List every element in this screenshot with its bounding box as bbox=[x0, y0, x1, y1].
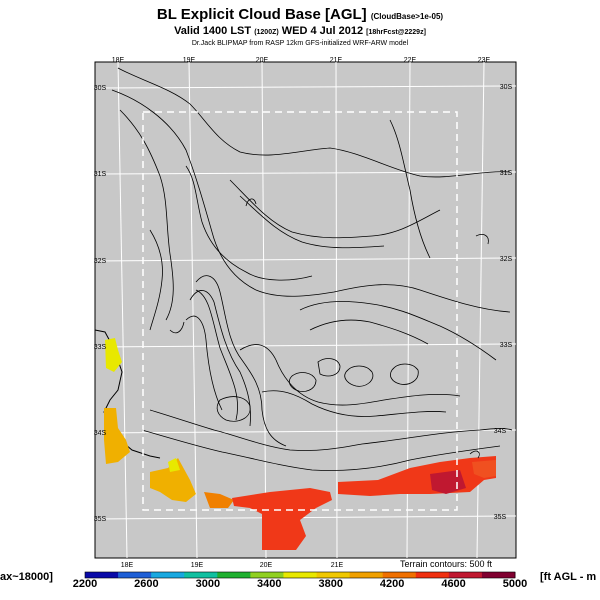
colorbar-tick-label: 5000 bbox=[502, 578, 528, 590]
inner-domain-box bbox=[142, 111, 458, 511]
lon-label-top: 23E bbox=[478, 57, 491, 64]
colorbar-tick-label: 3000 bbox=[195, 578, 221, 590]
colorbar-tick-label: 4600 bbox=[441, 578, 466, 590]
lon-label-top: 22E bbox=[404, 57, 417, 64]
colorbar-swatch bbox=[316, 572, 351, 578]
lon-label-bottom: 18E bbox=[121, 562, 134, 569]
colorbar-swatch bbox=[118, 572, 152, 578]
lon-label-top: 20E bbox=[256, 57, 269, 64]
map-subtitle: Valid 1400 LST (1200Z) WED 4 Jul 2012 [1… bbox=[174, 25, 426, 37]
colorbar-tick-label: 2600 bbox=[134, 578, 159, 590]
colorbar-left-text: ax~18000] bbox=[0, 571, 53, 583]
colorbar-tick-label: 3800 bbox=[318, 578, 343, 590]
lat-label-right: 31S bbox=[500, 170, 513, 177]
lat-label-left: 34S bbox=[94, 430, 107, 437]
map-title: BL Explicit Cloud Base [AGL] (CloudBase>… bbox=[156, 6, 444, 23]
colorbar-swatch bbox=[481, 572, 516, 578]
colorbar-swatch bbox=[217, 572, 251, 578]
colorbar-swatch bbox=[349, 572, 384, 578]
lat-label-left: 35S bbox=[94, 516, 107, 523]
subtitle-date: WED 4 Jul 2012 bbox=[281, 25, 364, 37]
lon-label-bottom: 21E bbox=[331, 562, 344, 569]
lat-label-left: 30S bbox=[94, 85, 107, 92]
lat-label-left: 33S bbox=[94, 344, 107, 351]
lat-label-right: 34S bbox=[494, 428, 507, 435]
colorbar-swatch bbox=[250, 572, 284, 578]
colorbar-tick-label: 2200 bbox=[72, 578, 98, 590]
lon-label-bottom: 20E bbox=[260, 562, 273, 569]
colorbar-swatch bbox=[283, 572, 318, 578]
colorbar-unit-text: [ft AGL - m bbox=[540, 571, 597, 583]
map-title-suffix: (CloudBase>1e-05) bbox=[370, 12, 444, 21]
colorbar-swatch bbox=[448, 572, 483, 578]
lat-label-left: 31S bbox=[94, 171, 107, 178]
terrain-contour-note: Terrain contours: 500 ft bbox=[400, 559, 493, 569]
lat-label-right: 33S bbox=[500, 342, 513, 349]
map-credit: Dr.Jack BLIPMAP from RASP 12km GFS-initi… bbox=[191, 40, 409, 47]
lon-label-top: 19E bbox=[183, 57, 196, 64]
lon-label-top: 18E bbox=[112, 57, 125, 64]
colorbar-swatch bbox=[382, 572, 417, 578]
colorbar bbox=[84, 571, 516, 579]
subtitle-suffix: [18hrFcst@2229z] bbox=[366, 29, 426, 36]
colorbar-swatch bbox=[415, 572, 450, 578]
lon-label-bottom: 19E bbox=[191, 562, 204, 569]
colorbar-swatch bbox=[85, 572, 119, 578]
subtitle-code: (1200Z) bbox=[254, 29, 279, 36]
colorbar-tick-label: 4200 bbox=[379, 578, 405, 590]
colorbar-frame bbox=[84, 571, 516, 579]
terrain-contours bbox=[111, 67, 513, 471]
lat-label-right: 32S bbox=[500, 256, 513, 263]
lon-label-top: 21E bbox=[330, 57, 343, 64]
colorbar-swatch bbox=[184, 572, 218, 578]
lat-label-left: 32S bbox=[94, 258, 107, 265]
lat-label-right: 30S bbox=[500, 84, 513, 91]
colorbar-swatch bbox=[151, 572, 185, 578]
lat-label-right: 35S bbox=[494, 514, 507, 521]
colorbar-tick-label: 3400 bbox=[257, 578, 282, 590]
